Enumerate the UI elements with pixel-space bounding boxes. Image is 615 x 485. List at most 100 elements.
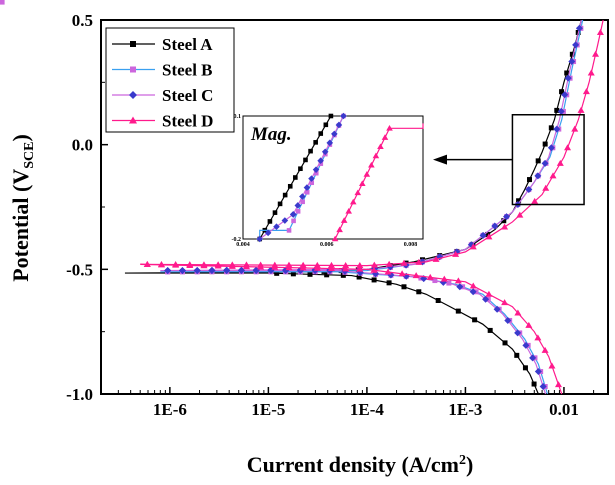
inset-data-point <box>308 148 313 154</box>
data-point <box>237 266 245 274</box>
y-axis-label: Potential (VSCE) <box>8 134 37 282</box>
data-point <box>228 261 236 268</box>
data-point <box>242 261 250 268</box>
inset-data-point <box>282 192 288 198</box>
series-steel-d <box>140 19 604 395</box>
data-point <box>514 329 522 337</box>
x-tick-label: 1E-5 <box>251 400 285 419</box>
data-point <box>257 261 265 268</box>
data-point <box>400 259 408 266</box>
data-point <box>178 266 186 274</box>
data-point <box>398 270 406 277</box>
data-point <box>485 233 493 240</box>
inset-data-point <box>313 170 319 176</box>
data-point <box>299 261 307 268</box>
inset-data-point <box>331 235 339 242</box>
data-point <box>193 266 201 274</box>
data-point <box>385 260 393 267</box>
inset-data-point <box>293 175 298 180</box>
data-point <box>516 211 524 218</box>
inset-series-steel-a <box>257 113 334 242</box>
data-point <box>534 368 542 376</box>
inset-data-point <box>340 112 347 120</box>
data-point <box>342 261 350 268</box>
data-point <box>479 231 487 239</box>
data-point <box>324 272 330 278</box>
y-tick-label: -1.0 <box>66 385 93 404</box>
data-point <box>313 261 321 268</box>
inset-y-tick-label: -0.2 <box>232 237 242 243</box>
data-point <box>456 283 464 291</box>
inset-data-point <box>340 217 348 223</box>
data-point <box>371 277 377 283</box>
axes: 1E-6 1E-5 1E-4 1E-3 0.01 0.5 0.0 -0.5 -1.0 <box>66 11 609 419</box>
data-point <box>340 272 346 278</box>
data-point <box>143 260 151 267</box>
inset-data-point <box>295 209 301 214</box>
data-point <box>469 243 477 250</box>
inset-data-point <box>377 143 384 150</box>
data-point <box>412 272 420 279</box>
data-point <box>531 197 539 204</box>
data-point <box>307 271 313 277</box>
data-point <box>274 270 280 276</box>
inset-data-point <box>328 113 334 119</box>
data-point <box>454 277 462 284</box>
data-point <box>556 159 564 166</box>
data-point <box>592 50 600 57</box>
inset-data-point <box>303 184 311 191</box>
inset-data-point <box>299 193 306 200</box>
inset-data-point <box>345 208 352 214</box>
inset-data-point <box>318 131 324 136</box>
inset-data-point <box>291 218 296 224</box>
data-point <box>472 317 478 323</box>
data-point <box>469 282 477 289</box>
data-point <box>577 106 585 113</box>
data-point <box>549 172 557 179</box>
inset-x-tick-label: 0.004 <box>236 242 250 248</box>
legend-box <box>105 27 235 133</box>
data-point <box>482 295 490 303</box>
inset-data-point <box>277 201 283 207</box>
inset-data-point <box>323 122 329 128</box>
data-point <box>271 261 279 268</box>
data-point <box>504 316 512 324</box>
inset-data-point <box>0 0 5 5</box>
inset-data-point <box>298 166 303 172</box>
data-point <box>290 271 296 277</box>
x-tick-label: 1E-6 <box>153 400 187 419</box>
data-point <box>575 24 583 32</box>
inset-data-point <box>381 134 389 140</box>
data-point <box>501 218 507 224</box>
x-tick-label: 1E-3 <box>448 400 482 419</box>
data-point <box>587 69 595 76</box>
data-point <box>384 268 392 275</box>
inset-data-point <box>368 161 375 168</box>
data-point <box>527 177 533 183</box>
x-tick-label: 1E-4 <box>350 400 385 419</box>
data-point <box>469 288 477 296</box>
data-point <box>455 308 461 314</box>
data-point <box>342 265 350 272</box>
inset-data-point <box>300 199 305 205</box>
data-point <box>522 365 528 371</box>
data-point <box>564 74 572 82</box>
data-point <box>491 222 499 230</box>
data-point <box>327 261 335 268</box>
data-point <box>223 266 231 274</box>
data-point <box>522 341 530 349</box>
inset-data-point <box>349 198 357 205</box>
data-point <box>435 298 441 303</box>
data-point <box>525 186 533 194</box>
data-point <box>553 125 561 133</box>
y-tick-label: 0.5 <box>72 11 93 30</box>
data-point <box>542 141 548 147</box>
inset-x-tick-label: 0.008 <box>404 242 418 248</box>
inset-data-point <box>386 125 393 131</box>
data-point <box>164 267 172 275</box>
inset-data-point <box>286 228 292 233</box>
data-point <box>569 51 575 57</box>
data-point <box>487 327 493 333</box>
legend-label: Steel C <box>162 86 213 105</box>
